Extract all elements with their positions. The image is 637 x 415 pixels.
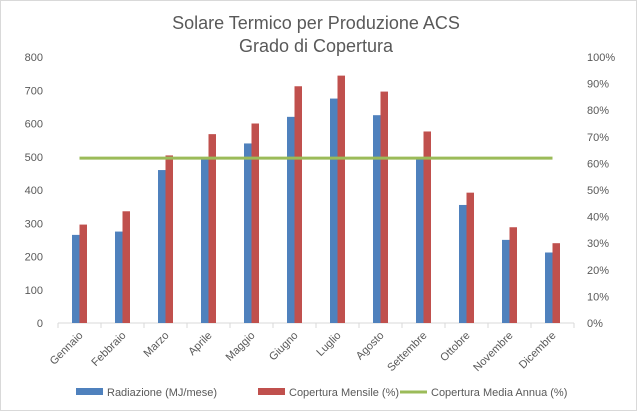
y-left-tick-label: 700 [25, 85, 43, 97]
bar-radiazione [373, 115, 381, 323]
bar-radiazione [201, 158, 209, 323]
bar-copertura-mensile [208, 134, 216, 323]
x-tick-label: Gennaio [48, 330, 86, 368]
legend-swatch [76, 388, 103, 395]
bar-radiazione [287, 116, 295, 323]
bar-radiazione [244, 143, 252, 323]
y-left-tick-label: 600 [25, 119, 43, 131]
legend: Radiazione (MJ/mese) Copertura Mensile (%… [76, 387, 567, 399]
x-tick-label: Dicembre [517, 330, 559, 372]
y-left-tick-label: 0 [37, 318, 43, 330]
bar-radiazione [416, 158, 424, 323]
y-right-tick-label: 40% [587, 212, 609, 224]
y-right-tick-label: 100% [587, 52, 615, 64]
x-tick-label: Maggio [224, 330, 258, 364]
y-left-tick-label: 100 [25, 285, 43, 297]
x-tick-label: Aprile [186, 330, 214, 358]
bar-copertura-mensile [251, 123, 259, 323]
legend-swatch [258, 388, 285, 395]
bar-copertura-mensile [122, 211, 130, 323]
y-right-tick-label: 10% [587, 291, 609, 303]
x-tick-label: Novembre [471, 330, 515, 374]
y-right-tick-label: 0% [587, 318, 603, 330]
y-right-tick-label: 80% [587, 105, 609, 117]
y-left-tick-label: 400 [25, 185, 43, 197]
bar-radiazione [115, 231, 123, 323]
legend-label: Copertura Media Annua (%) [431, 387, 567, 399]
bar-radiazione [330, 98, 338, 323]
legend-label: Radiazione (MJ/mese) [107, 387, 217, 399]
bar-copertura-mensile [423, 131, 431, 323]
chart-title-line-1: Solare Termico per Produzione ACS [172, 13, 460, 33]
bar-radiazione [72, 234, 80, 323]
x-tick-label: Giugno [267, 330, 301, 364]
x-tick-label: Luglio [314, 330, 343, 359]
y-left-tick-label: 200 [25, 252, 43, 264]
x-tick-labels: Gennaio Febbraio Marzo Aprile Maggio Giugno Lu… [48, 330, 559, 374]
x-tick-label: Ottobre [438, 330, 472, 364]
bar-copertura-mensile [165, 155, 173, 323]
bar-copertura-mensile [294, 86, 302, 323]
y-right-tick-label: 70% [587, 132, 609, 144]
y-right-tick-label: 60% [587, 158, 609, 170]
bar-radiazione [545, 252, 553, 323]
y-right-tick-label: 20% [587, 265, 609, 277]
y-right-tick-label: 30% [587, 238, 609, 250]
x-tick-label: Settembre [385, 330, 429, 374]
bar-radiazione [502, 239, 510, 323]
y-left-tick-label: 800 [25, 52, 43, 64]
bars-layer [72, 75, 560, 324]
bar-copertura-mensile [79, 224, 87, 323]
bar-radiazione [459, 204, 467, 323]
axes-layer: 0 100 200 300 400 500 600 700 800 0% 10% 20% 30% 40% 5… [25, 52, 616, 330]
x-tick-label: Marzo [142, 330, 172, 360]
bar-copertura-mensile [380, 91, 388, 323]
x-tick-label: Febbraio [89, 330, 128, 369]
bar-copertura-mensile [337, 75, 345, 324]
bar-copertura-mensile [466, 192, 474, 323]
y-left-tick-label: 500 [25, 152, 43, 164]
y-right-tick-label: 50% [587, 185, 609, 197]
bar-radiazione [158, 170, 166, 323]
bar-copertura-mensile [552, 243, 560, 323]
y-left-tick-label: 300 [25, 218, 43, 230]
y-right-tick-label: 90% [587, 79, 609, 91]
chart-title-line-2: Grado di Copertura [239, 36, 394, 56]
legend-label: Copertura Mensile (%) [289, 387, 399, 399]
bar-copertura-mensile [509, 227, 517, 323]
x-tick-label: Agosto [354, 330, 387, 363]
